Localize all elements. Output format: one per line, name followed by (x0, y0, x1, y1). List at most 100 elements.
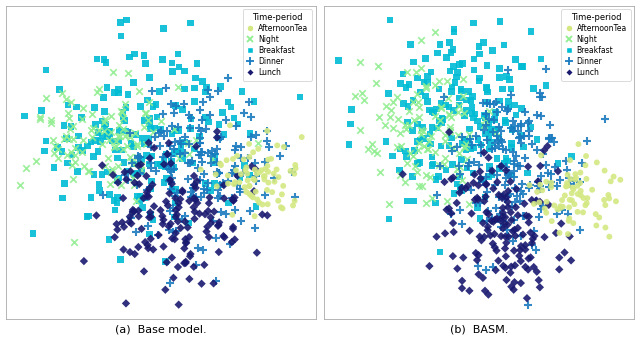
Point (269, 171, 279, 176)
Point (164, 208, 175, 214)
Point (464, 288, 474, 293)
Point (503, 204, 513, 210)
Point (412, 139, 422, 144)
Point (77, 137, 88, 142)
Point (141, 187, 152, 192)
Point (99, 125, 109, 130)
Point (213, 88, 223, 94)
Point (473, 264, 483, 269)
Point (188, 160, 198, 166)
Point (381, 139, 391, 144)
Point (567, 198, 577, 203)
Point (109, 235, 120, 240)
Point (123, 92, 133, 97)
Point (500, 215, 510, 220)
Point (518, 232, 528, 237)
Point (196, 118, 207, 123)
Point (575, 227, 585, 233)
Point (553, 169, 563, 174)
Point (444, 104, 454, 110)
Point (125, 134, 135, 140)
Point (479, 150, 489, 155)
Point (262, 187, 272, 193)
Point (202, 187, 212, 193)
Point (581, 176, 591, 182)
Point (266, 156, 276, 162)
Point (168, 206, 178, 211)
Point (238, 170, 248, 176)
Point (557, 198, 567, 203)
Point (152, 161, 163, 167)
Point (159, 133, 169, 138)
Point (435, 117, 445, 122)
Point (219, 196, 229, 201)
Point (113, 227, 123, 232)
Point (468, 180, 479, 186)
Point (213, 223, 223, 228)
Point (195, 140, 205, 146)
Point (74, 133, 84, 139)
Point (134, 214, 144, 219)
Point (99, 119, 109, 125)
Point (444, 143, 454, 149)
Point (572, 209, 582, 215)
Point (478, 275, 488, 280)
Point (433, 50, 443, 56)
Point (205, 215, 216, 220)
Point (439, 179, 449, 185)
Point (479, 122, 489, 128)
Point (575, 179, 585, 184)
Point (418, 136, 428, 141)
Point (102, 170, 113, 175)
Point (251, 204, 261, 209)
Point (524, 214, 534, 219)
Point (487, 168, 497, 173)
Point (129, 251, 140, 257)
Point (290, 162, 300, 168)
Point (565, 176, 575, 182)
Point (97, 141, 108, 147)
Point (257, 202, 268, 207)
Point (547, 135, 557, 140)
Point (132, 173, 143, 178)
Point (481, 174, 491, 180)
Point (120, 128, 131, 134)
Point (468, 116, 479, 121)
Point (479, 234, 490, 240)
Point (556, 221, 566, 226)
Point (460, 110, 470, 116)
Point (161, 199, 171, 204)
Point (177, 189, 188, 195)
Point (214, 170, 224, 175)
Point (195, 211, 205, 216)
Point (218, 233, 228, 239)
Point (579, 195, 589, 201)
Point (481, 123, 492, 128)
Point (471, 250, 481, 256)
Point (252, 197, 262, 202)
Point (345, 121, 355, 127)
Point (513, 225, 523, 231)
Point (156, 207, 166, 213)
Point (449, 108, 459, 113)
Point (427, 154, 437, 159)
Point (402, 119, 412, 125)
Point (19, 113, 29, 119)
Point (207, 148, 218, 154)
Point (520, 242, 531, 248)
Point (518, 214, 529, 219)
Point (183, 140, 193, 146)
Point (262, 139, 273, 144)
Point (495, 164, 505, 170)
Point (191, 144, 201, 149)
Point (531, 198, 541, 203)
Point (198, 171, 209, 176)
Point (122, 143, 132, 149)
Point (413, 161, 423, 166)
Point (250, 225, 260, 230)
Point (534, 214, 545, 220)
Point (104, 128, 115, 134)
Point (600, 202, 611, 208)
Point (549, 139, 559, 145)
Point (189, 195, 199, 201)
